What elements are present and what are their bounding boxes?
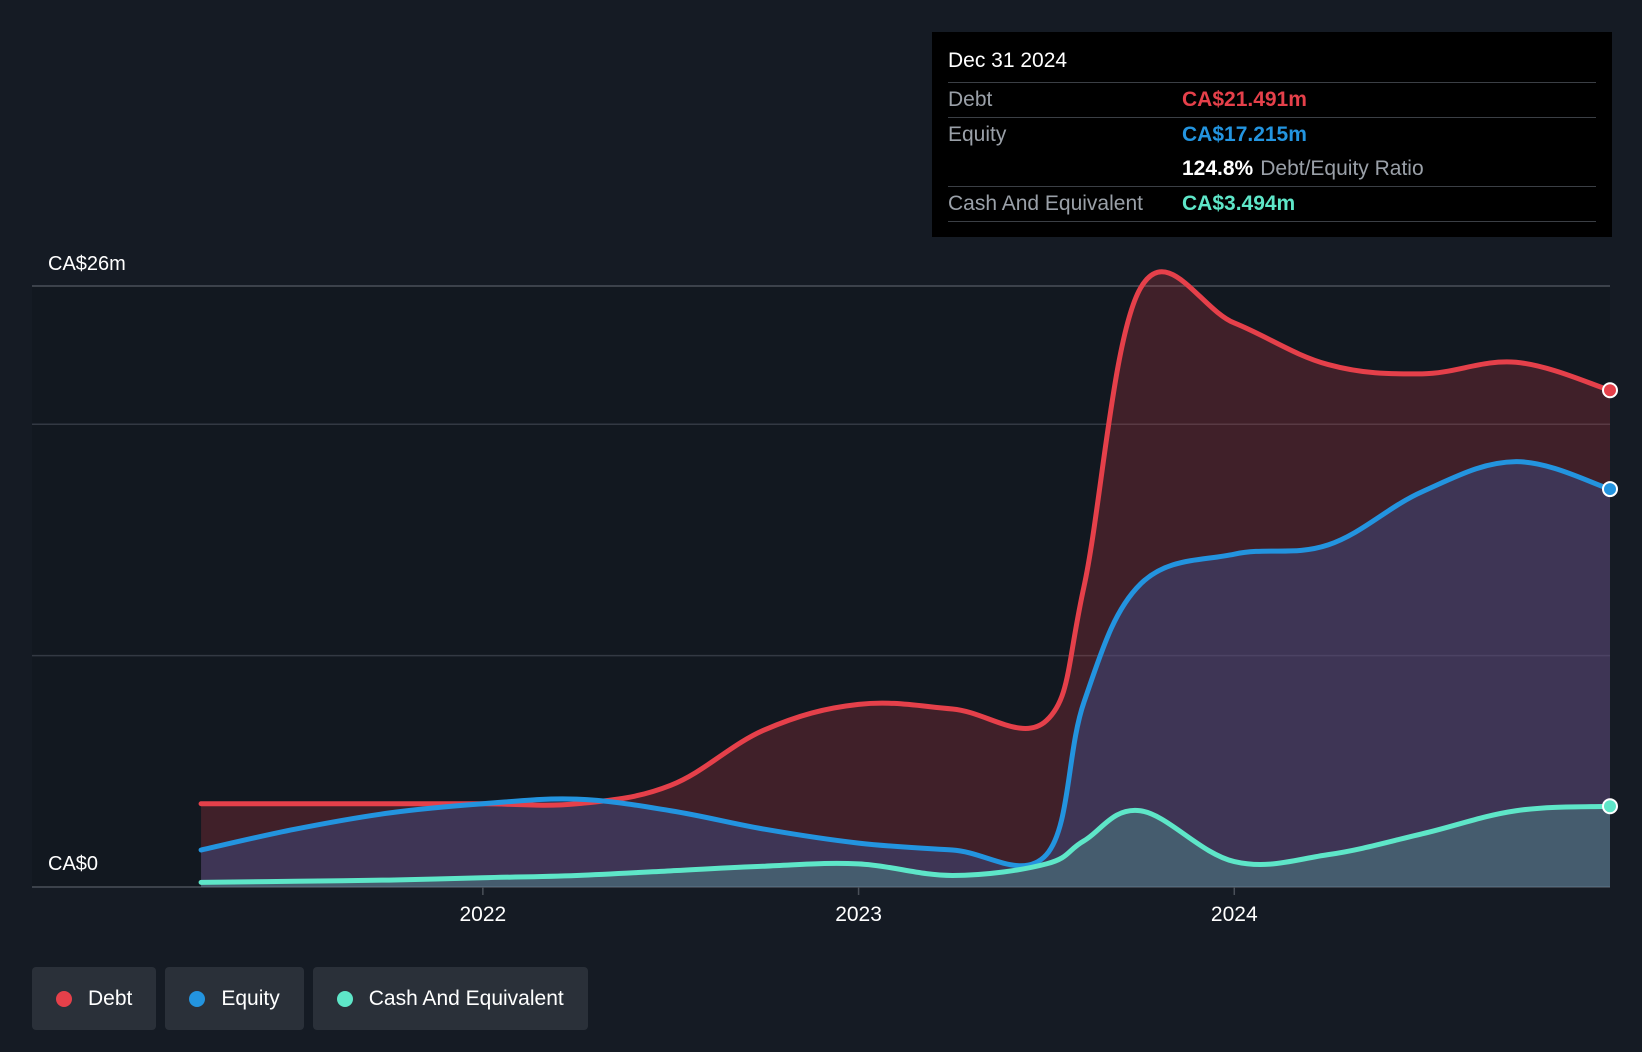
legend-label-cash: Cash And Equivalent xyxy=(368,986,564,1010)
equity-line xyxy=(198,459,1613,869)
tooltip-debt-label: Debt xyxy=(948,88,993,111)
legend-dot-cash xyxy=(336,990,353,1007)
tooltip-equity-label: Equity xyxy=(948,123,1007,146)
legend-item-debt[interactable]: Debt xyxy=(32,967,157,1030)
grid-lines xyxy=(32,285,1610,888)
y-axis-max-label: CA$26m xyxy=(48,253,126,275)
debt-end-marker[interactable] xyxy=(1602,382,1618,399)
tooltip-row-debt: Debt CA$21.491m xyxy=(948,82,1596,117)
legend-dot-debt xyxy=(56,990,72,1007)
legend-label-debt: Debt xyxy=(88,986,133,1010)
tooltip-row-ratio: 124.8% Debt/Equity Ratio xyxy=(948,152,1596,186)
tooltip-date: Dec 31 2024 xyxy=(948,49,1068,72)
legend-label-equity: Equity xyxy=(221,986,280,1010)
tooltip-row-cash: Cash And Equivalent CA$3.494m xyxy=(948,186,1596,222)
debt-area xyxy=(201,271,1611,887)
series-end-markers xyxy=(1602,382,1618,815)
plot-background xyxy=(32,286,1610,887)
tooltip-ratio-label: Debt/Equity Ratio xyxy=(1260,157,1424,180)
x-tick-label-2024: 2024 xyxy=(1211,903,1258,926)
cash-and-equivalent-line xyxy=(198,803,1613,885)
data-tooltip: Dec 31 2024 Debt CA$21.491m Equity CA$17… xyxy=(932,32,1612,237)
y-axis-min-label: CA$0 xyxy=(48,853,98,875)
legend-dot-equity xyxy=(189,990,206,1007)
tooltip-equity-value: CA$17.215m xyxy=(1182,123,1307,146)
tooltip-cash-label: Cash And Equivalent xyxy=(948,192,1143,215)
chart-legend: Debt Equity Cash And Equivalent xyxy=(32,967,588,1030)
tooltip-cash-value: CA$3.494m xyxy=(1182,192,1296,215)
equity-end-marker[interactable] xyxy=(1602,481,1618,498)
cash-and-equivalent-end-marker[interactable] xyxy=(1602,798,1618,815)
x-tick-label-2023: 2023 xyxy=(835,903,882,926)
tooltip-ratio-value: 124.8% xyxy=(1182,157,1254,180)
x-tick-label-2022: 2022 xyxy=(459,903,506,926)
legend-item-cash[interactable]: Cash And Equivalent xyxy=(312,967,588,1030)
x-axis-ticks: 2022 2023 2024 xyxy=(459,887,1258,926)
equity-area xyxy=(201,461,1611,887)
tooltip-row-equity: Equity CA$17.215m xyxy=(948,117,1596,152)
tooltip-debt-value: CA$21.491m xyxy=(1182,88,1307,111)
legend-item-equity[interactable]: Equity xyxy=(165,967,304,1030)
series-lines xyxy=(198,269,1613,885)
